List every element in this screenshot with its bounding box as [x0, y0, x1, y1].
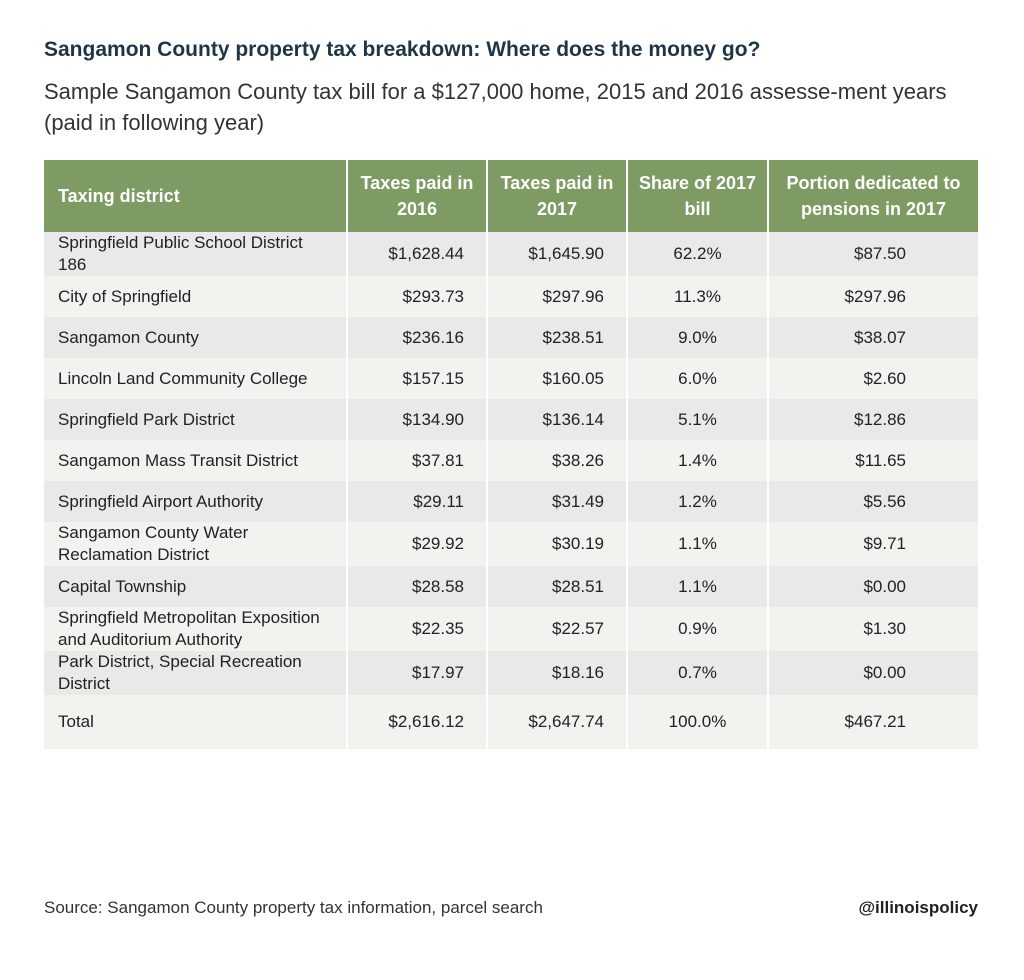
- table-row: Sangamon County $236.16 $238.51 9.0% $38.07: [44, 317, 978, 358]
- value-cell: $18.16: [486, 651, 627, 695]
- value-cell: $22.57: [486, 607, 627, 651]
- table-row: Lincoln Land Community College $157.15 $16…: [44, 358, 978, 399]
- column-header: Taxes paid in 2016: [346, 160, 487, 232]
- value-cell: $29.11: [346, 481, 487, 522]
- table-header: Taxing district Taxes paid in 2016 Taxes p…: [44, 160, 978, 232]
- table-row: Sangamon Mass Transit District $37.81 $38.…: [44, 440, 978, 481]
- district-cell: Springfield Metropolitan Exposition and …: [58, 608, 320, 649]
- value-cell: $238.51: [486, 317, 627, 358]
- column-header: Taxes paid in 2017: [486, 160, 627, 232]
- district-cell: Springfield Public School District 186: [58, 233, 303, 274]
- table-row: City of Springfield $293.73 $297.96 11.3% $2…: [44, 276, 978, 317]
- table-row: Capital Township $28.58 $28.51 1.1% $0.00: [44, 566, 978, 607]
- value-cell: $11.65: [767, 440, 978, 481]
- value-cell: $38.26: [486, 440, 627, 481]
- district-cell: Sangamon County Water Reclamation Distri…: [58, 523, 249, 564]
- header-row: Taxing district Taxes paid in 2016 Taxes p…: [44, 160, 978, 232]
- value-cell: $293.73: [346, 276, 487, 317]
- district-cell: Capital Township: [58, 576, 187, 596]
- value-cell: $28.58: [346, 566, 487, 607]
- table-row: Total $2,616.12 $2,647.74 100.0% $467.21: [44, 695, 978, 749]
- district-cell: Park District, Special Recreation Distri…: [58, 652, 302, 693]
- value-cell: 1.4%: [626, 440, 768, 481]
- value-cell: 62.2%: [626, 232, 768, 276]
- value-cell: 1.1%: [626, 566, 768, 607]
- district-cell: Springfield Airport Authority: [58, 491, 264, 511]
- value-cell: 0.7%: [626, 651, 768, 695]
- district-cell: Sangamon Mass Transit District: [58, 450, 298, 470]
- value-cell: $2,616.12: [346, 695, 487, 749]
- value-cell: $2.60: [767, 358, 978, 399]
- table-row: Springfield Metropolitan Exposition and …: [44, 607, 978, 651]
- value-cell: $5.56: [767, 481, 978, 522]
- district-cell: Total: [58, 712, 94, 731]
- value-cell: $38.07: [767, 317, 978, 358]
- value-cell: 1.2%: [626, 481, 768, 522]
- value-cell: $2,647.74: [486, 695, 627, 749]
- district-cell: Springfield Park District: [58, 409, 235, 429]
- value-cell: $30.19: [486, 522, 627, 566]
- value-cell: 9.0%: [626, 317, 768, 358]
- value-cell: $1,645.90: [486, 232, 627, 276]
- district-cell: Sangamon County: [58, 327, 199, 347]
- column-header: Portion dedicated to pensions in 2017: [767, 160, 978, 232]
- value-cell: 1.1%: [626, 522, 768, 566]
- value-cell: $0.00: [767, 566, 978, 607]
- value-cell: 11.3%: [626, 276, 768, 317]
- column-header: Taxing district: [44, 160, 347, 232]
- value-cell: $236.16: [346, 317, 487, 358]
- value-cell: $87.50: [767, 232, 978, 276]
- value-cell: $157.15: [346, 358, 487, 399]
- table-row: Park District, Special Recreation Distri…: [44, 651, 978, 695]
- value-cell: $28.51: [486, 566, 627, 607]
- value-cell: $29.92: [346, 522, 487, 566]
- value-cell: $134.90: [346, 399, 487, 440]
- value-cell: 5.1%: [626, 399, 768, 440]
- value-cell: $17.97: [346, 651, 487, 695]
- value-cell: $0.00: [767, 651, 978, 695]
- value-cell: $297.96: [767, 276, 978, 317]
- value-cell: $1.30: [767, 607, 978, 651]
- table-row: Sangamon County Water Reclamation Distri…: [44, 522, 978, 566]
- value-cell: $160.05: [486, 358, 627, 399]
- value-cell: 6.0%: [626, 358, 768, 399]
- value-cell: $136.14: [486, 399, 627, 440]
- title: Sangamon County property tax breakdown: …: [44, 38, 761, 61]
- value-cell: $1,628.44: [346, 232, 487, 276]
- value-cell: $297.96: [486, 276, 627, 317]
- source: Source: Sangamon County property tax inf…: [44, 898, 543, 917]
- column-header: Share of 2017 bill: [626, 160, 768, 232]
- tax-table: Taxing district Taxes paid in 2016 Taxes p…: [44, 160, 978, 749]
- district-cell: Lincoln Land Community College: [58, 368, 308, 388]
- table-row: Springfield Public School District 186 $1…: [44, 232, 978, 276]
- district-cell: City of Springfield: [58, 286, 192, 306]
- value-cell: $9.71: [767, 522, 978, 566]
- value-cell: 0.9%: [626, 607, 768, 651]
- subtitle: Sample Sangamon County tax bill for a $1…: [44, 79, 947, 135]
- value-cell: $31.49: [486, 481, 627, 522]
- value-cell: $12.86: [767, 399, 978, 440]
- handle: @illinoispolicy: [858, 898, 978, 917]
- value-cell: 100.0%: [626, 695, 768, 749]
- value-cell: $467.21: [767, 695, 978, 749]
- table-body: Springfield Public School District 186 $1…: [44, 232, 978, 749]
- value-cell: $22.35: [346, 607, 487, 651]
- table-row: Springfield Park District $134.90 $136.14 5…: [44, 399, 978, 440]
- value-cell: $37.81: [346, 440, 487, 481]
- table-row: Springfield Airport Authority $29.11 $31.4…: [44, 481, 978, 522]
